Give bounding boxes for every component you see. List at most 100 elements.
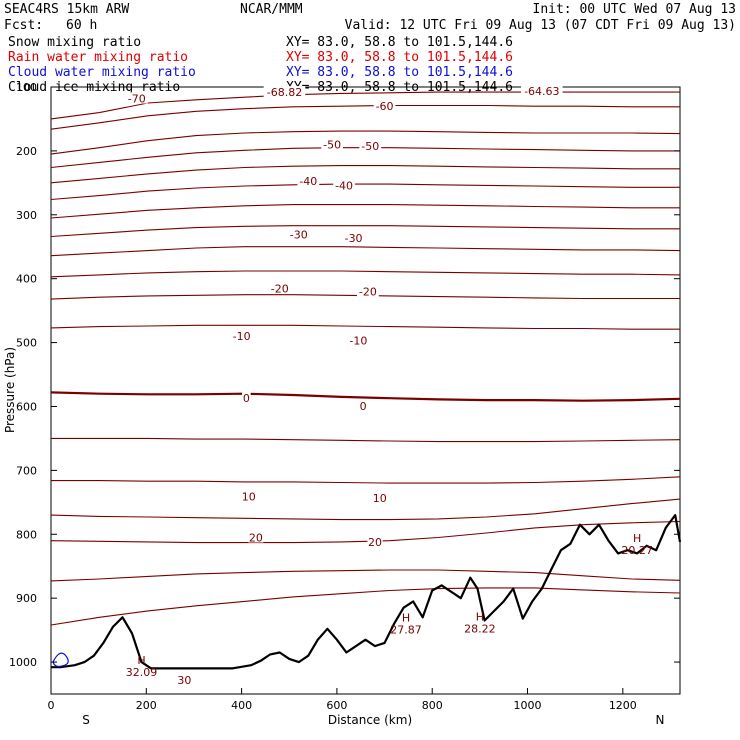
contour-label: -50 [323, 139, 341, 152]
contour-label-bg [359, 139, 382, 151]
contour-label: -68.82 [267, 86, 302, 99]
contour-label-bg [373, 100, 396, 112]
x-tick-label: 800 [422, 699, 443, 712]
fcst-label: Fcst: [4, 18, 44, 33]
cloud-water-contour [52, 652, 69, 668]
contour-label: -64.63 [524, 85, 559, 98]
contour-label: -20 [359, 285, 377, 298]
contour-label: 0 [360, 400, 367, 413]
model-name: SEAC4RS 15km ARW [4, 2, 130, 17]
high-value-label: 32.09 [126, 666, 158, 679]
isotherm-m40 [50, 165, 680, 184]
y-tick-label: 800 [16, 528, 37, 541]
x-tick-label: 1200 [609, 699, 637, 712]
contour-label-bg [176, 673, 193, 685]
contour-label-bg [333, 179, 355, 191]
y-tick-label: 1000 [9, 656, 37, 669]
contour-label-bg [268, 282, 291, 294]
high-value-label: 20.27 [621, 544, 653, 557]
contour-label-bg [242, 392, 251, 404]
contour-label: -60 [376, 100, 394, 113]
high-value-label: 27.87 [390, 623, 422, 636]
contour-label-bg [321, 138, 344, 150]
x-axis-title: Distance (km) [328, 713, 412, 727]
y-tick-label: 100 [16, 81, 37, 94]
x-tick-label: 1000 [514, 699, 542, 712]
contour-label: 0 [243, 392, 250, 405]
isotherm-10 [51, 476, 681, 484]
contour-label-bg [241, 490, 257, 502]
contour-label: -20 [271, 282, 289, 295]
isotherm-m20 [50, 246, 681, 257]
contour-label: 20 [368, 536, 382, 549]
field-xy-snow: XY= 83.0, 58.8 to 101.5,144.6 [286, 35, 513, 50]
y-tick-label: 600 [16, 400, 37, 413]
isotherm-m60 [50, 104, 680, 130]
terrain-line [51, 514, 682, 670]
contour-label: 10 [242, 491, 256, 504]
isotherm-m5 [50, 324, 680, 330]
contour-label-bg [367, 535, 383, 547]
contour-label-bg [287, 228, 310, 240]
x-tick-label: 200 [136, 699, 157, 712]
contour-label-bg [347, 334, 370, 346]
contour-label-layer: -70 -68.82 -64.63 -60 -50 -50 -40 -40 -30 -30 -20 -… [125, 84, 653, 687]
contour-label-bg [521, 84, 563, 96]
fcst-value: 60 h [66, 18, 98, 33]
high-marker: H [402, 611, 410, 624]
x-tick-label: 0 [48, 699, 55, 712]
isotherm-0 [50, 391, 681, 402]
contour-label-bg [230, 330, 253, 342]
y-tick-label: 300 [16, 209, 37, 222]
y-tick-label: 700 [16, 464, 37, 477]
contour-label: 30 [177, 674, 191, 687]
valid-time: Valid: 12 UTC Fri 09 Aug 13 (07 CDT Fri … [344, 18, 736, 33]
isotherm-m15 [50, 270, 681, 278]
isotherm-m35 [50, 183, 680, 201]
y-axis-title: Pressure (hPa) [3, 347, 17, 433]
isotherm-m30 [50, 204, 680, 219]
contour-label: -70 [128, 93, 146, 106]
contour-label: -10 [233, 330, 251, 343]
contour-label: -10 [349, 335, 367, 348]
plot-frame [50, 86, 681, 695]
isotherm-m25 [50, 225, 680, 238]
isotherm-15 [50, 498, 681, 521]
contour-label: -30 [345, 232, 363, 245]
y-tick-label: 200 [16, 145, 37, 158]
y-tick-label: 900 [16, 592, 37, 605]
contour-label-bg [342, 231, 365, 243]
isotherm-layer [50, 91, 681, 626]
contour-label: -40 [299, 175, 317, 188]
x-tick-label: 400 [231, 699, 252, 712]
y-tick-label: 400 [16, 273, 37, 286]
organization: NCAR/MMM [240, 2, 303, 17]
contour-label: -30 [290, 229, 308, 242]
isotherm-28 [50, 587, 681, 626]
init-time: Init: 00 UTC Wed 07 Aug 13 [532, 2, 737, 17]
field-label-snow: Snow mixing ratio [8, 35, 142, 50]
contour-label-bg [358, 399, 368, 411]
contour-label: -50 [361, 140, 379, 153]
isotherm-5 [51, 437, 681, 443]
contour-label: 10 [373, 492, 387, 505]
contour-label-bg [125, 92, 148, 104]
high-marker: H [137, 654, 145, 667]
contour-label-bg [297, 174, 320, 186]
isotherm-m70 [50, 91, 680, 120]
contour-label-bg [263, 86, 306, 98]
field-label-rain: Rain water mixing ratio [8, 50, 189, 65]
contour-label: 20 [249, 531, 263, 544]
isotherm-25 [50, 569, 681, 582]
south-label: S [82, 713, 90, 727]
contour-label-bg [356, 285, 379, 297]
y-tick-label: 500 [16, 337, 37, 350]
contour-label-bg [372, 491, 388, 503]
high-value-label: 28.22 [464, 623, 496, 636]
north-label: N [656, 713, 665, 727]
field-xy-rain: XY= 83.0, 58.8 to 101.5,144.6 [286, 50, 513, 65]
field-label-cloud-water: Cloud water mixing ratio [8, 65, 196, 80]
field-xy-cloud-water: XY= 83.0, 58.8 to 101.5,144.6 [286, 65, 513, 80]
contour-label: -40 [335, 179, 353, 192]
